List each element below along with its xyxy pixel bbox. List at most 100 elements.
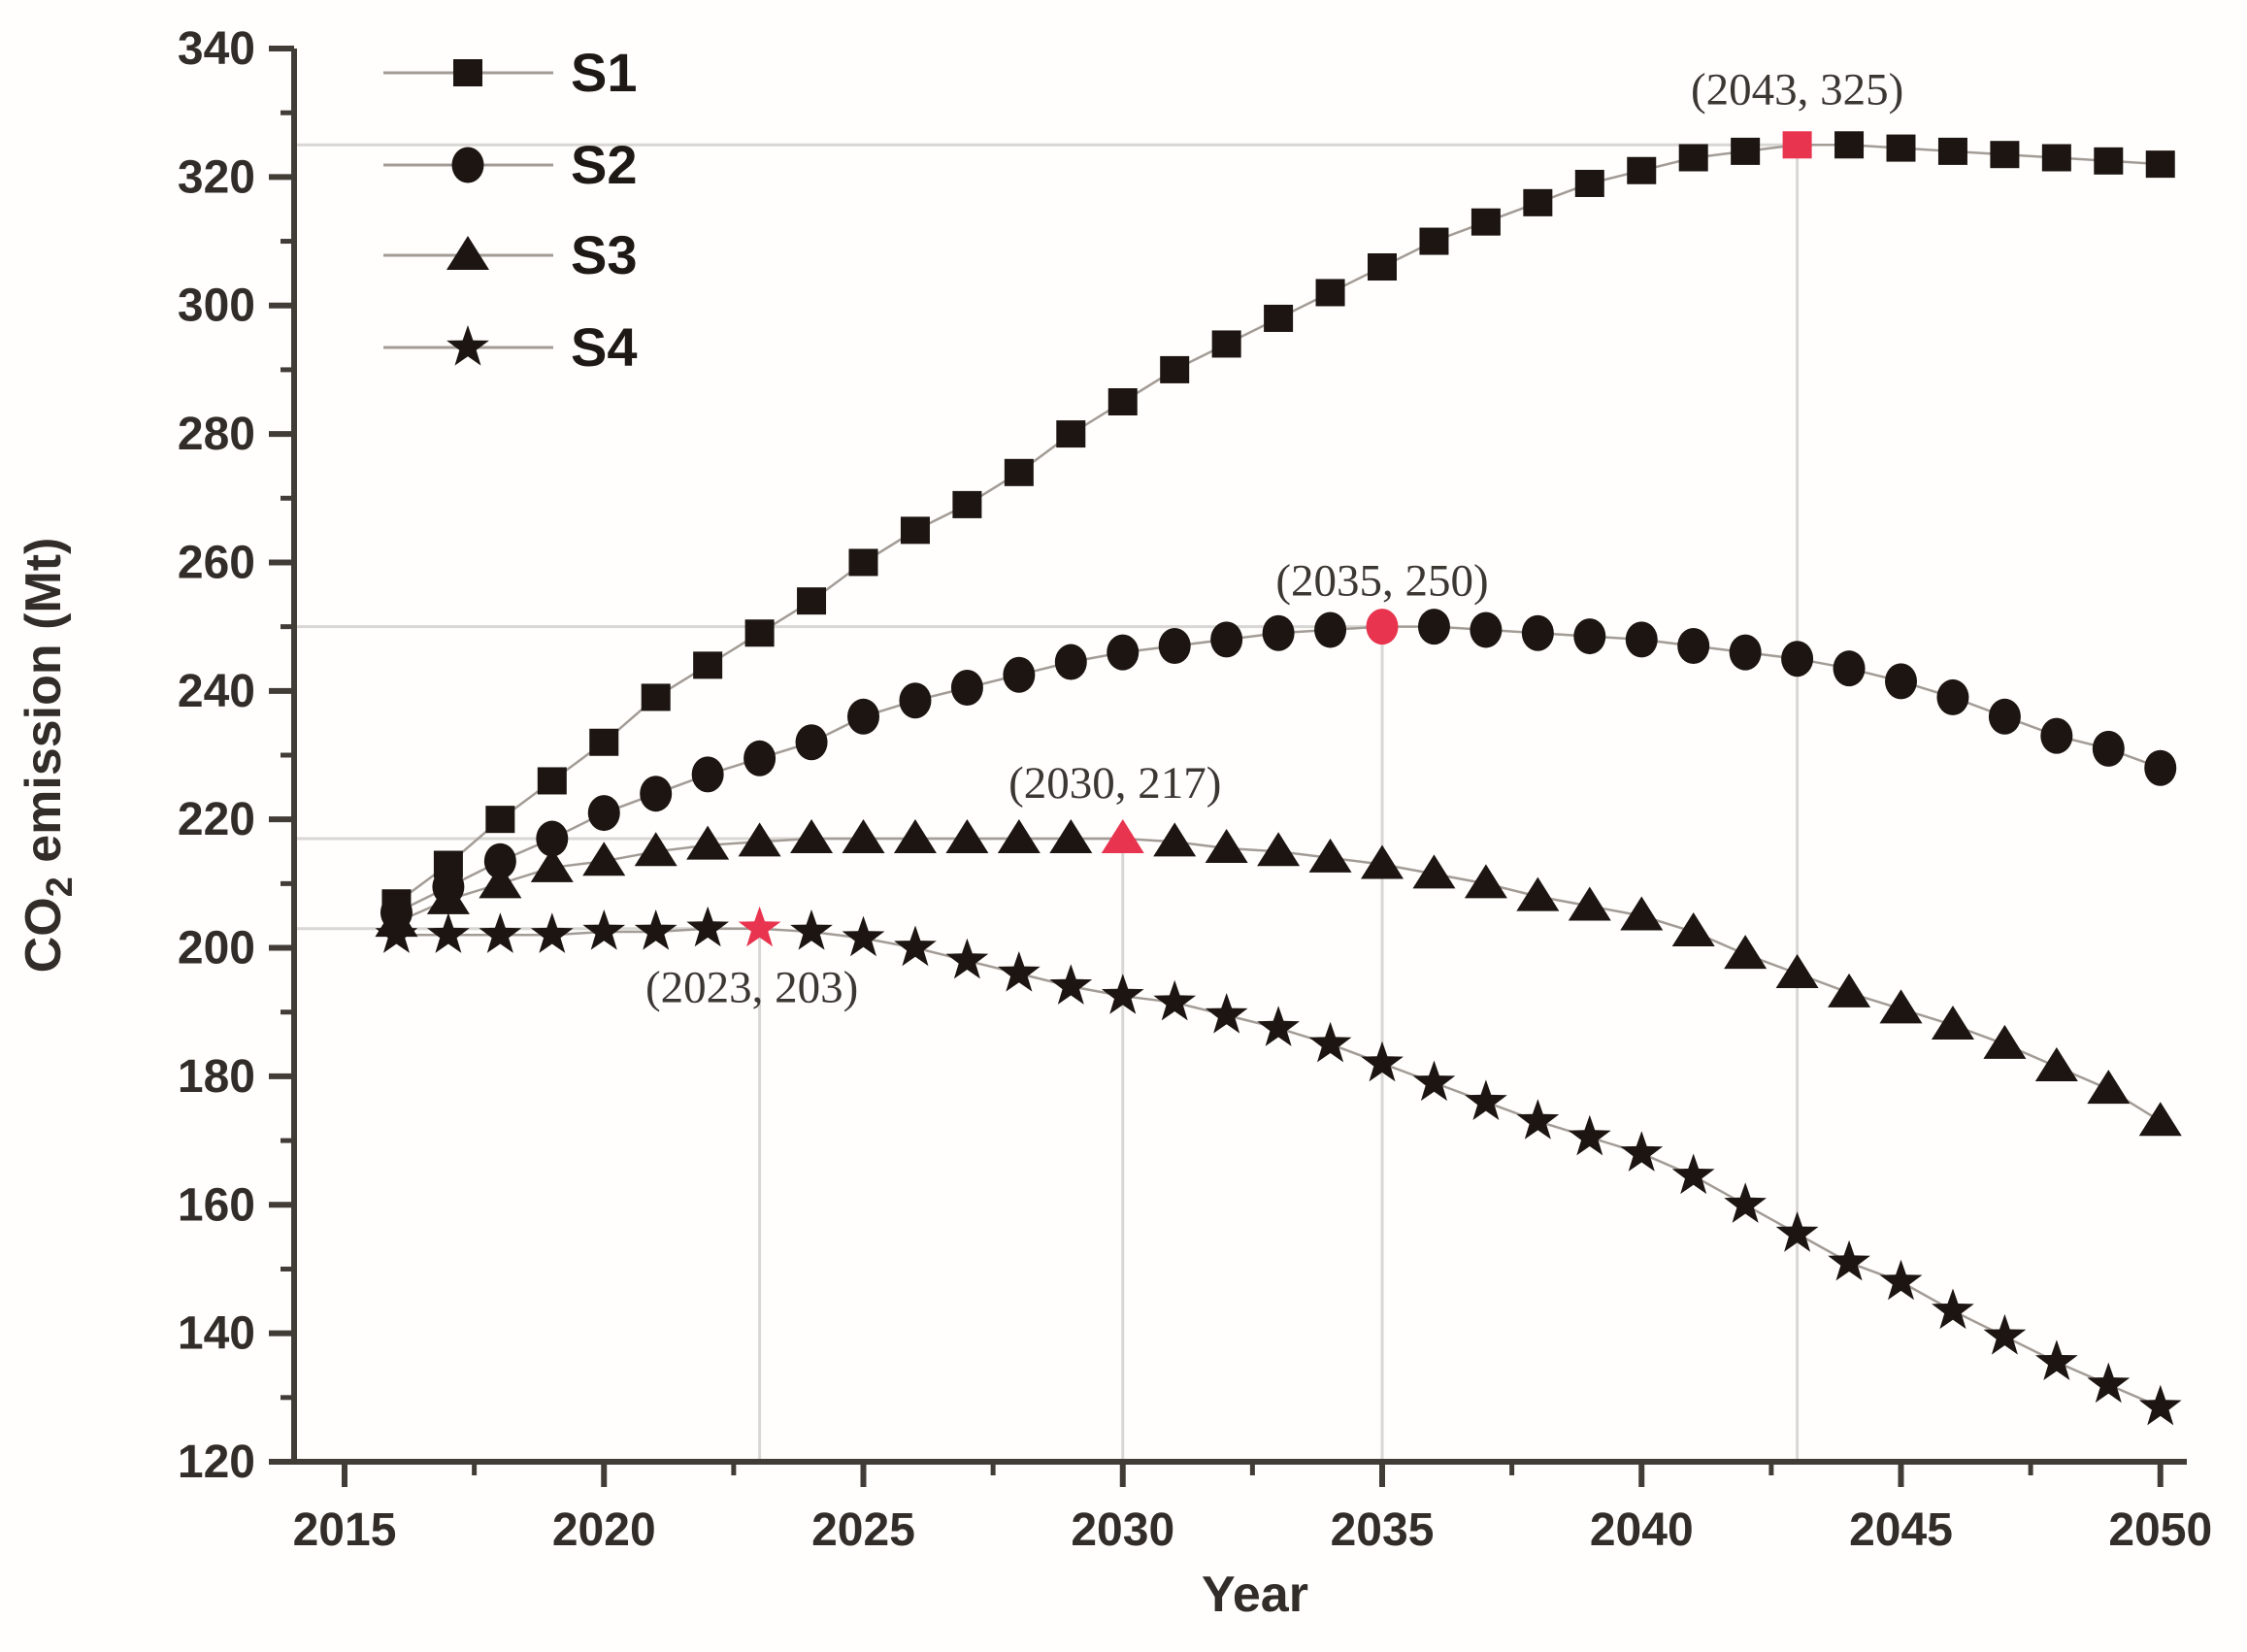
y-tick-label: 320 xyxy=(178,151,255,203)
series-s4-marker xyxy=(530,912,574,953)
series-s4-marker xyxy=(894,925,937,967)
series-s2-marker xyxy=(1573,618,1606,655)
series-s4-marker xyxy=(479,912,522,953)
series-s4-marker xyxy=(1465,1079,1507,1120)
series-s3-marker xyxy=(1568,886,1611,921)
y-tick-label: 260 xyxy=(178,537,255,588)
series-s1-marker xyxy=(1574,169,1604,197)
series-s4-marker xyxy=(1516,1099,1560,1140)
series-s3-marker xyxy=(790,819,834,854)
x-tick-label: 2045 xyxy=(1849,1504,1953,1556)
series-s2-marker xyxy=(2092,730,2125,767)
legend-s2-symbol xyxy=(451,147,484,183)
series-s4-marker xyxy=(427,912,470,953)
series-s4-marker xyxy=(2087,1362,2131,1404)
series-s2-marker xyxy=(640,776,673,812)
series-s2-marker xyxy=(1729,634,1762,671)
series-s4-marker xyxy=(582,909,626,950)
series-s3-marker xyxy=(1775,954,1819,989)
series-s3-marker xyxy=(945,819,989,854)
series-s3-marker xyxy=(1412,854,1456,889)
series-s2-marker xyxy=(536,820,569,857)
series-s4-marker xyxy=(1101,974,1144,1014)
series-s3-marker xyxy=(2034,1046,2078,1081)
series-s1-marker-highlight xyxy=(1782,131,1812,159)
series-s3-marker xyxy=(1464,864,1507,899)
legend-s2-label: S2 xyxy=(571,134,638,195)
series-s3-marker xyxy=(1620,896,1664,931)
series-s1-marker xyxy=(1937,137,1967,165)
series-s2-marker xyxy=(1470,611,1503,648)
series-s2-marker xyxy=(1314,611,1347,648)
series-s4-marker xyxy=(1205,993,1248,1034)
annotation-2030: (2030, 217) xyxy=(1008,758,1221,809)
series-s2-marker xyxy=(743,740,777,776)
series-s3-marker xyxy=(1879,989,1923,1024)
series-s4-marker xyxy=(1671,1153,1715,1195)
series-s1-marker xyxy=(1160,355,1190,383)
series-s3-marker xyxy=(1671,912,1715,946)
series-s4-marker xyxy=(1412,1060,1456,1102)
series-s4-marker xyxy=(1153,979,1197,1021)
series-s4-marker xyxy=(1568,1114,1611,1156)
series-s2-marker xyxy=(1625,621,1658,658)
y-axis-title: CO2 emission (Mt) xyxy=(16,538,81,974)
series-s3-marker xyxy=(1516,876,1560,911)
series-s2-marker xyxy=(899,682,932,719)
series-s2-marker xyxy=(1781,641,1814,677)
series-s2-marker xyxy=(483,843,516,879)
series-s2-marker xyxy=(847,698,879,735)
series-s2-marker xyxy=(950,670,983,707)
series-s3-marker xyxy=(893,819,937,854)
series-s1-marker xyxy=(1419,227,1449,255)
series-s4-marker xyxy=(2138,1384,2182,1426)
annotation-2043: (2043, 325) xyxy=(1691,64,1903,115)
series-s3-marker xyxy=(2138,1102,2182,1137)
series-s2-marker xyxy=(1003,656,1036,693)
series-s4-marker xyxy=(1983,1313,2027,1355)
x-tick-label: 2030 xyxy=(1071,1504,1174,1556)
series-s4-marker xyxy=(1879,1259,1923,1301)
series-s1-marker xyxy=(1678,144,1708,172)
series-s1-marker xyxy=(485,806,515,834)
series-s4-marker xyxy=(1932,1288,1974,1330)
series-s4-marker xyxy=(1724,1182,1767,1223)
series-s1-marker xyxy=(1211,330,1241,358)
series-s3-marker xyxy=(1153,822,1197,857)
series-s3-marker xyxy=(634,832,677,867)
series-s2-marker xyxy=(1988,698,2021,735)
y-tick-label: 140 xyxy=(178,1308,255,1360)
series-s1-marker xyxy=(797,587,827,615)
legend-s1-symbol xyxy=(453,59,482,86)
x-tick-label: 2035 xyxy=(1331,1504,1435,1556)
series-s1-marker xyxy=(589,728,619,756)
series-s1-marker xyxy=(848,548,878,577)
series-s2-marker xyxy=(1521,614,1554,651)
series-s1-marker xyxy=(537,767,567,795)
series-s3-marker xyxy=(1049,819,1093,854)
series-s2-marker xyxy=(795,724,828,761)
y-tick-label: 300 xyxy=(178,281,255,332)
series-s1-marker xyxy=(1627,156,1657,184)
series-s1-marker xyxy=(744,619,775,647)
series-s3-marker xyxy=(1931,1005,1974,1040)
x-tick-label: 2020 xyxy=(552,1504,656,1556)
y-tick-label: 180 xyxy=(178,1051,255,1103)
series-s1-marker xyxy=(1368,253,1397,281)
y-tick-label: 220 xyxy=(178,794,255,845)
series-s4-marker xyxy=(1361,1041,1404,1082)
series-s1-marker xyxy=(1264,304,1294,332)
series-s4-marker xyxy=(842,915,885,957)
x-tick-label: 2040 xyxy=(1590,1504,1694,1556)
series-s3-marker-highlight xyxy=(1101,819,1144,854)
series-s3-marker xyxy=(2087,1070,2131,1105)
series-s1-marker xyxy=(2094,147,2124,175)
series-s4-marker-highlight xyxy=(738,906,781,947)
series-s3-marker xyxy=(1205,828,1248,863)
x-tick-label: 2015 xyxy=(293,1504,397,1556)
series-s4-marker xyxy=(1257,1006,1300,1046)
series-s2-marker xyxy=(1262,614,1295,651)
series-s2-marker xyxy=(691,756,724,793)
series-s2-marker xyxy=(1054,644,1087,680)
series-s3-marker xyxy=(1724,935,1768,970)
